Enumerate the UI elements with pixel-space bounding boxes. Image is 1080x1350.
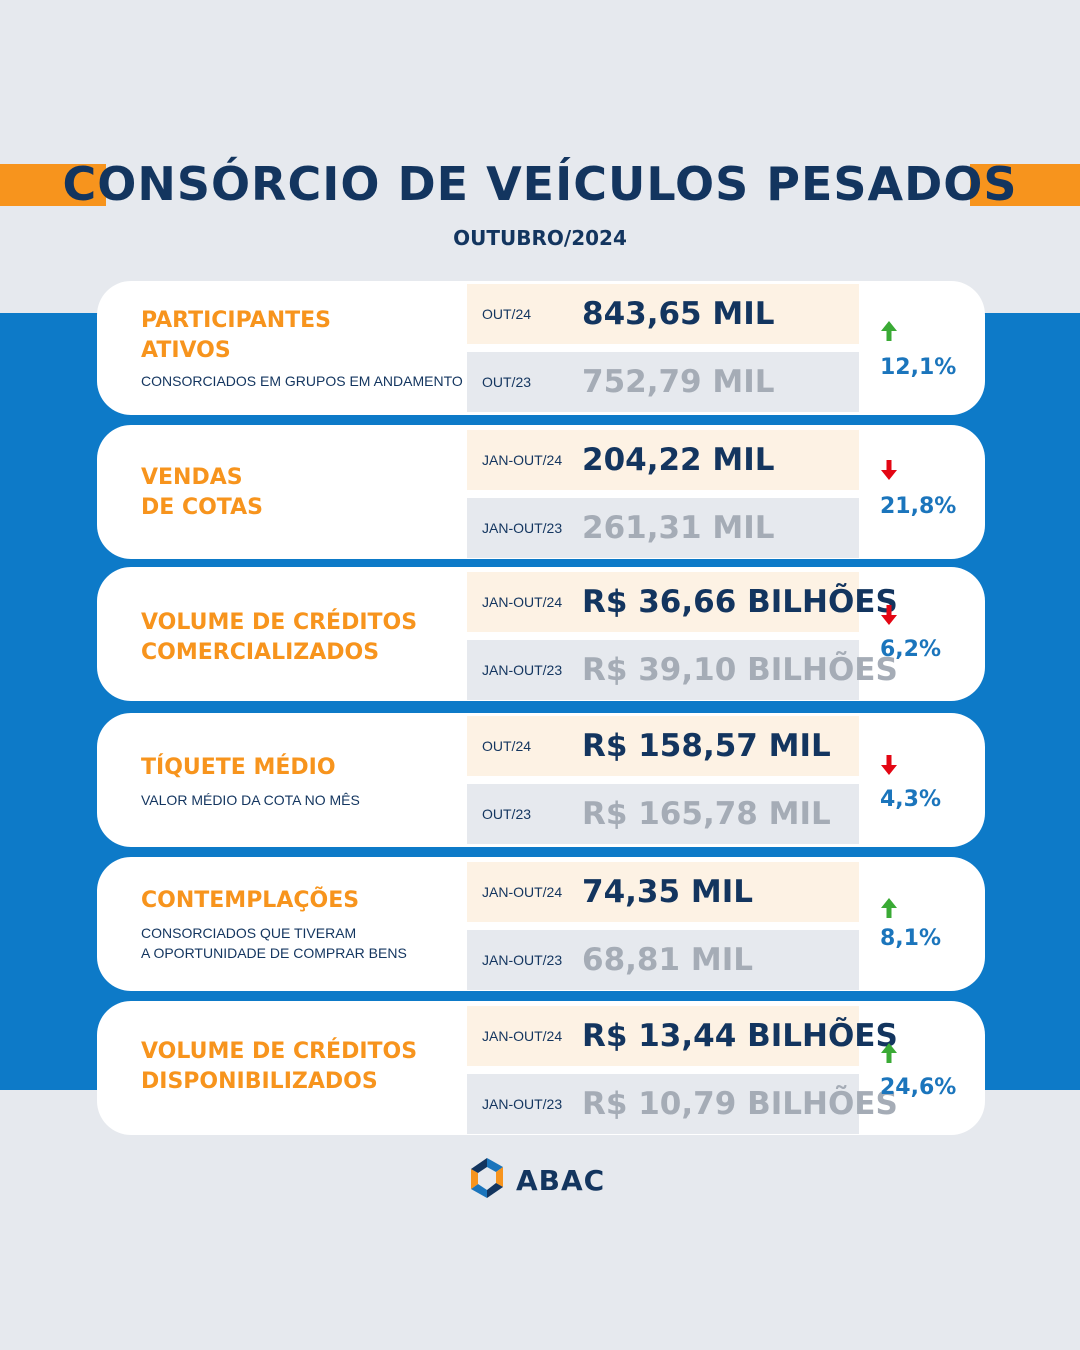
page-title: CONSÓRCIO DE VEÍCULOS PESADOS [62, 157, 1018, 211]
page-subtitle: OUTUBRO/2024 [453, 226, 627, 250]
arrow-down-icon [879, 603, 899, 627]
arrow-up-icon [879, 1041, 899, 1065]
arrow-down-icon [879, 458, 899, 482]
arrow-down-icon [879, 753, 899, 777]
period-label: JAN-OUT/24 [482, 884, 563, 900]
period-label: OUT/23 [482, 374, 532, 390]
change-percent: 21,8% [880, 494, 957, 519]
card-description-line: VALOR MÉDIO DA COTA NO MÊS [141, 792, 360, 808]
card-description: VALOR MÉDIO DA COTA NO MÊS [141, 790, 360, 810]
abac-logo: ABAC [466, 1156, 606, 1205]
card-description-line: A OPORTUNIDADE DE COMPRAR BENS [141, 945, 407, 961]
stat-card: PARTICIPANTES ATIVOS CONSORCIADOS EM GRUPO… [97, 281, 985, 415]
card-title-line: DISPONIBILIZADOS [141, 1069, 378, 1094]
card-title-line: VOLUME DE CRÉDITOS [141, 610, 418, 635]
card-description-line: CONSORCIADOS QUE TIVERAM [141, 925, 357, 941]
stat-card: CONTEMPLAÇÕES CONSORCIADOS QUE TIVERAM A O… [97, 857, 985, 991]
current-period-row: JAN-OUT/24 74,35 MIL [467, 862, 859, 922]
change-percent: 6,2% [880, 637, 942, 662]
card-title: VOLUME DE CRÉDITOS COMERCIALIZADOS [141, 608, 417, 668]
current-period-row: JAN-OUT/24 204,22 MIL [467, 430, 859, 490]
previous-period-row: JAN-OUT/23 261,31 MIL [467, 498, 859, 558]
card-title-line: TÍQUETE MÉDIO [141, 755, 336, 780]
previous-value: 752,79 MIL [582, 364, 775, 400]
previous-period-row: JAN-OUT/23 R$ 10,79 BILHÕES [467, 1074, 898, 1134]
decorative-bar-right [970, 164, 1080, 206]
period-label: JAN-OUT/23 [482, 952, 563, 968]
current-period-row: JAN-OUT/24 R$ 13,44 BILHÕES [467, 1006, 898, 1066]
previous-period-row: JAN-OUT/23 68,81 MIL [467, 930, 859, 990]
period-label: JAN-OUT/24 [482, 452, 563, 468]
period-label: OUT/24 [482, 306, 532, 322]
card-title-line: VOLUME DE CRÉDITOS [141, 1039, 418, 1064]
arrow-up-icon [879, 896, 899, 920]
current-value: 204,22 MIL [582, 442, 775, 478]
current-value: R$ 158,57 MIL [582, 728, 831, 764]
period-label: JAN-OUT/24 [482, 1028, 563, 1044]
card-title-line: CONTEMPLAÇÕES [141, 888, 360, 913]
previous-period-row: OUT/23 752,79 MIL [467, 352, 859, 412]
previous-value: 261,31 MIL [582, 510, 775, 546]
change-percent: 8,1% [880, 926, 942, 951]
decorative-bar-left [0, 164, 106, 206]
current-value: 843,65 MIL [582, 296, 775, 332]
period-label: JAN-OUT/23 [482, 1096, 563, 1112]
current-period-row: JAN-OUT/24 R$ 36,66 BILHÕES [467, 572, 898, 632]
card-title-line: DE COTAS [141, 495, 263, 520]
abac-logo-text: ABAC [516, 1163, 606, 1197]
current-value: 74,35 MIL [582, 874, 753, 910]
current-period-row: OUT/24 843,65 MIL [467, 284, 859, 344]
card-title: VENDAS DE COTAS [141, 463, 263, 523]
abac-logo-icon [466, 1156, 508, 1205]
card-title: TÍQUETE MÉDIO [141, 753, 336, 783]
card-title: VOLUME DE CRÉDITOS DISPONIBILIZADOS [141, 1037, 417, 1097]
period-label: OUT/23 [482, 806, 532, 822]
stat-card: VENDAS DE COTAS JAN-OUT/24 204,22 MIL JAN-OU… [97, 425, 985, 559]
stat-card: TÍQUETE MÉDIO VALOR MÉDIO DA COTA NO MÊS O… [97, 713, 985, 847]
current-value: R$ 13,44 BILHÕES [582, 1018, 898, 1054]
change-percent: 24,6% [880, 1075, 957, 1100]
period-label: JAN-OUT/24 [482, 594, 563, 610]
previous-period-row: JAN-OUT/23 R$ 39,10 BILHÕES [467, 640, 898, 700]
card-description: CONSORCIADOS EM GRUPOS EM ANDAMENTO [141, 371, 463, 391]
stat-card: VOLUME DE CRÉDITOS DISPONIBILIZADOS JAN-OU… [97, 1001, 985, 1135]
period-label: OUT/24 [482, 738, 532, 754]
previous-value: R$ 39,10 BILHÕES [582, 652, 898, 688]
period-label: JAN-OUT/23 [482, 520, 563, 536]
previous-value: R$ 165,78 MIL [582, 796, 831, 832]
change-percent: 12,1% [880, 355, 957, 380]
change-percent: 4,3% [880, 787, 942, 812]
arrow-up-icon [879, 319, 899, 343]
card-title-line: COMERCIALIZADOS [141, 640, 380, 665]
card-title-line: VENDAS [141, 465, 243, 490]
current-value: R$ 36,66 BILHÕES [582, 584, 898, 620]
period-label: JAN-OUT/23 [482, 662, 563, 678]
card-title: CONTEMPLAÇÕES [141, 886, 359, 916]
card-title-line: ATIVOS [141, 338, 231, 363]
previous-value: R$ 10,79 BILHÕES [582, 1086, 898, 1122]
previous-value: 68,81 MIL [582, 942, 753, 978]
previous-period-row: OUT/23 R$ 165,78 MIL [467, 784, 859, 844]
card-title-line: PARTICIPANTES [141, 308, 332, 333]
card-description: CONSORCIADOS QUE TIVERAM A OPORTUNIDADE D… [141, 923, 407, 963]
card-title: PARTICIPANTES ATIVOS [141, 306, 331, 366]
card-description-line: CONSORCIADOS EM GRUPOS EM ANDAMENTO [141, 373, 463, 389]
stat-card: VOLUME DE CRÉDITOS COMERCIALIZADOS JAN-OUT… [97, 567, 985, 701]
current-period-row: OUT/24 R$ 158,57 MIL [467, 716, 859, 776]
